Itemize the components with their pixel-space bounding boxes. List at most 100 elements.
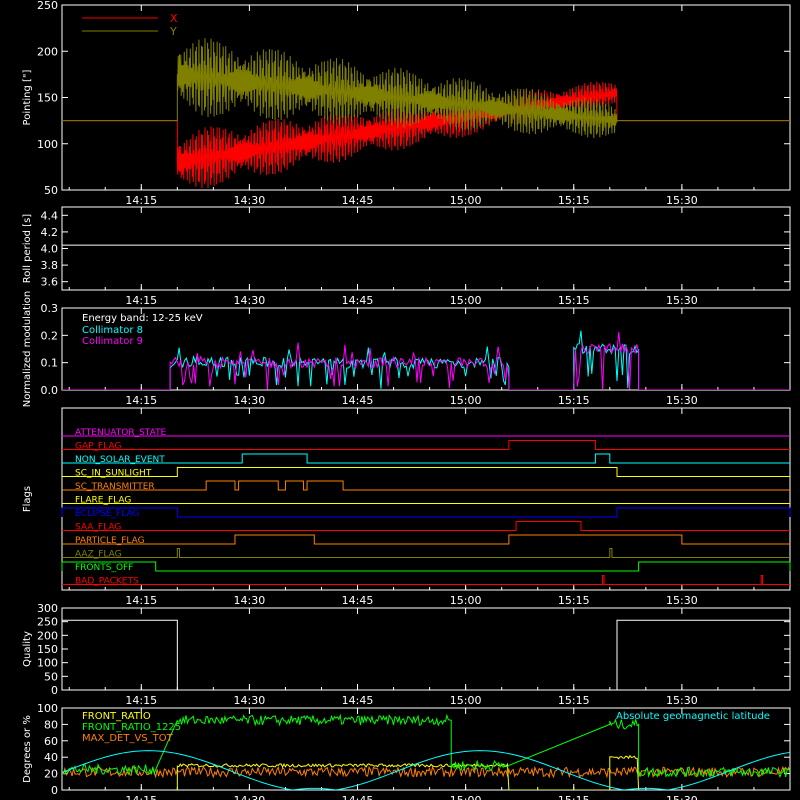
y-tick-label: 150 (37, 643, 58, 656)
time-tick-label: 15:30 (666, 294, 698, 307)
series-line-max-det-vs-tot (62, 765, 790, 779)
time-tick-label: 15:15 (558, 694, 590, 707)
time-tick-label: 15:30 (666, 794, 698, 800)
legend-label-collimator-8: Collimator 8 (82, 325, 143, 336)
y-tick-label: 0 (51, 684, 58, 697)
time-tick-label: 14:15 (125, 294, 157, 307)
time-tick-label: 15:30 (666, 594, 698, 607)
time-tick-label: 15:15 (558, 394, 590, 407)
flag-line-particle-flag (62, 534, 790, 545)
flag-line-eclipse-flag (61, 507, 791, 518)
time-tick-label: 14:15 (125, 194, 157, 207)
y-tick-label: 300 (37, 602, 58, 615)
y-tick-label: 250 (37, 616, 58, 629)
y-tick-label: 100 (37, 702, 58, 715)
y-tick-label: 20 (44, 768, 58, 781)
y-tick-label: 200 (37, 45, 58, 58)
time-tick-label: 14:15 (125, 594, 157, 607)
y-tick-label: 0.3 (41, 302, 59, 315)
time-tick-label: 14:30 (234, 794, 266, 800)
y-tick-label: 100 (37, 138, 58, 151)
time-tick-label: 14:45 (342, 694, 374, 707)
flag-line-non-solar-event (62, 453, 790, 464)
flag-label-attenuator-state: ATTENUATOR_STATE (75, 428, 167, 438)
y-axis-label: Roll period [s] (22, 214, 33, 283)
y-axis-label: Normalized modulation (22, 291, 33, 408)
flag-label-eclipse-flag: ECLIPSE_FLAG (75, 509, 139, 519)
y-tick-label: 0 (51, 784, 58, 797)
flag-label-aaz-flag: AAZ_FLAG (75, 550, 122, 560)
time-tick-label: 14:30 (234, 694, 266, 707)
y-tick-label: 3.6 (41, 276, 59, 289)
y-axis-label: Pointing ["] (22, 69, 33, 125)
time-tick-label: 14:45 (342, 594, 374, 607)
flag-label-flare-flag: FLARE_FLAG (75, 496, 131, 506)
panel-frame (61, 407, 791, 591)
legend-label-front-ratio: FRONT_RATIO (82, 711, 151, 722)
series-line-y (62, 38, 790, 138)
flag-line-sc-transmitter (62, 480, 790, 491)
flag-label-particle-flag: PARTICLE_FLAG (75, 536, 145, 546)
panel-ratios: 14:15 14:30 14:45 15:00 15:15 15:30 Degrees or… (22, 702, 791, 800)
y-tick-label: 100 (37, 657, 58, 670)
y-axis-label: Degrees or % (22, 715, 33, 783)
time-tick-label: 14:45 (342, 294, 374, 307)
y-tick-label: 4.4 (41, 209, 59, 222)
y-tick-label: 50 (44, 670, 58, 683)
panel-modulation: 14:15 14:30 14:45 15:00 15:15 15:30 Normalized… (22, 291, 791, 408)
y-tick-label: 3.8 (41, 259, 59, 272)
ratio-series-group (62, 713, 790, 790)
y-tick-label: 80 (44, 718, 58, 731)
time-tick-label: 15:30 (666, 694, 698, 707)
panel-roll: 14:15 14:30 14:45 15:00 15:15 15:30 Roll perio… (22, 206, 791, 307)
panel-flags: 14:15 14:30 14:45 15:00 15:15 15:30 Flags ATTEN… (22, 407, 791, 607)
time-tick-label: 14:15 (125, 794, 157, 800)
panels-layer: 14:15 14:30 14:45 15:00 15:15 15:30 Pointing [… (22, 0, 791, 800)
quality-line (62, 619, 790, 691)
time-tick-label: 14:45 (342, 794, 374, 800)
legend-label-collimator-9: Collimator 9 (82, 336, 143, 347)
flag-label-saa-flag: SAA_FLAG (75, 523, 121, 533)
time-tick-label: 15:00 (450, 394, 482, 407)
y-tick-label: 4.0 (41, 243, 59, 256)
flag-label-non-solar-event: NON_SOLAR_EVENT (75, 455, 165, 465)
time-tick-label: 14:30 (234, 394, 266, 407)
y-tick-label: 250 (37, 0, 58, 12)
y-axis-label: Flags (22, 486, 33, 512)
time-tick-label: 14:45 (342, 194, 374, 207)
legend-label-front-ratio-1225: FRONT_RATIO_1225 (82, 722, 181, 733)
flag-label-gap-flag: GAP_FLAG (75, 442, 121, 452)
series-line-collimator-9 (62, 331, 790, 390)
y-tick-label: 50 (44, 184, 58, 197)
flag-label-sc-transmitter: SC_TRANSMITTER (75, 482, 155, 492)
time-tick-label: 15:00 (450, 194, 482, 207)
legend-label-y: Y (169, 25, 177, 38)
series-line-front-ratio-1225 (62, 713, 790, 779)
time-tick-label: 15:15 (558, 194, 590, 207)
time-tick-label: 14:30 (234, 194, 266, 207)
y-tick-label: 0.0 (41, 384, 59, 397)
panel-quality: 14:15 14:30 14:45 15:00 15:15 15:30 Quality 050… (22, 602, 791, 707)
y-axis-label: Quality (22, 631, 33, 667)
flag-line-aaz-flag (62, 548, 790, 558)
y-tick-label: 0.2 (41, 329, 59, 342)
flag-label-fronts-off: FRONTS_OFF (75, 563, 133, 573)
legend-label-max-det-vs-tot: MAX_DET_VS_TOT (82, 733, 174, 744)
time-tick-label: 15:00 (450, 594, 482, 607)
flag-line-gap-flag (62, 440, 790, 450)
flag-label-bad-packets: BAD_PACKETS (75, 577, 139, 587)
panel-frame (61, 307, 791, 391)
time-tick-label: 14:45 (342, 394, 374, 407)
y-tick-label: 40 (44, 751, 58, 764)
flag-line-fronts-off (61, 561, 791, 572)
flag-line-saa-flag (62, 521, 790, 531)
panel-frame (61, 707, 791, 791)
legend-label-x: X (170, 12, 178, 25)
time-tick-label: 14:30 (234, 594, 266, 607)
modulation-series-group (62, 330, 790, 390)
y-tick-label: 0.1 (41, 357, 59, 370)
flag-line-sc-in-sunlight (62, 467, 790, 477)
pointing-series-group (62, 38, 790, 189)
time-tick-label: 15:15 (558, 294, 590, 307)
